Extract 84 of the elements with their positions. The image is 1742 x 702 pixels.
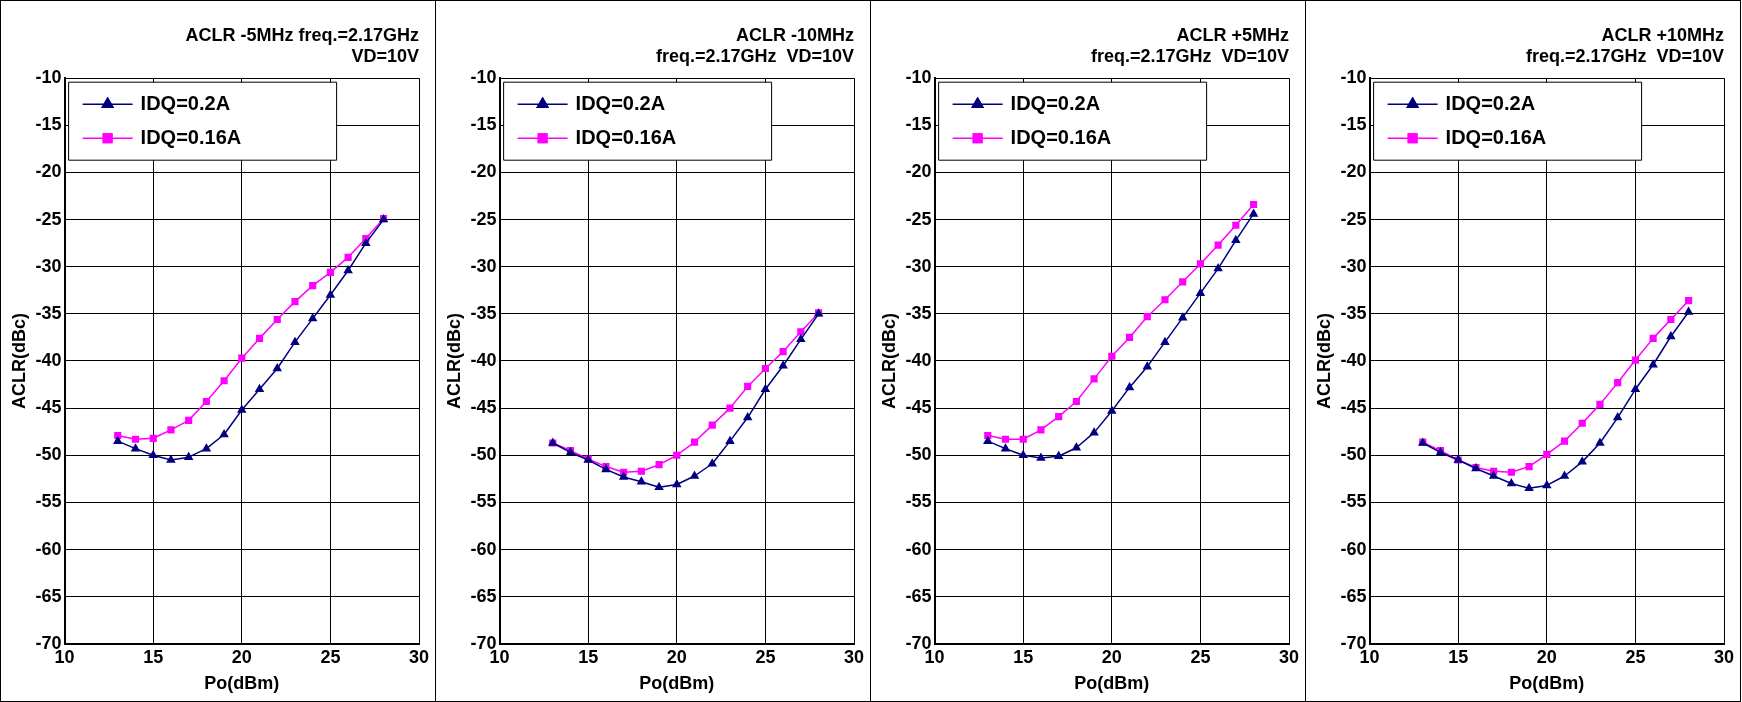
y-tick-label: -40: [470, 349, 497, 370]
y-tick-label: -30: [905, 255, 932, 276]
y-tick-label: -30: [1340, 255, 1367, 276]
y-tick-label: -20: [1340, 161, 1367, 182]
x-tick-label: 20: [231, 646, 252, 667]
y-tick-label: -55: [470, 491, 497, 512]
x-tick-label: 20: [1101, 646, 1122, 667]
y-tick-label: -10: [905, 67, 932, 88]
y-tick-label: -35: [905, 302, 932, 323]
y-tick-label: -40: [1340, 349, 1367, 370]
y-tick-label: -60: [470, 538, 497, 559]
y-tick-label: -15: [1340, 114, 1367, 135]
legend-label: IDQ=0.2A: [1445, 91, 1536, 114]
legend-label: IDQ=0.16A: [140, 125, 242, 148]
y-tick-label: -25: [1340, 208, 1367, 229]
y-tick-label: -20: [470, 161, 497, 182]
y-tick-label: -25: [905, 208, 932, 229]
legend-label: IDQ=0.2A: [140, 91, 231, 114]
x-tick-label: 30: [408, 646, 430, 667]
x-tick-label: 15: [143, 646, 164, 667]
x-tick-label: 30: [1278, 646, 1300, 667]
x-tick-label: 15: [1448, 646, 1469, 667]
y-tick-label: -50: [905, 444, 932, 465]
x-tick-label: 15: [1013, 646, 1034, 667]
x-tick-label: 25: [1625, 646, 1646, 667]
x-tick-label: 25: [320, 646, 341, 667]
y-tick-label: -35: [35, 302, 62, 323]
y-axis-title: ACLR(dBc): [8, 313, 29, 409]
y-tick-label: -50: [470, 444, 497, 465]
y-tick-label: -65: [35, 585, 62, 606]
y-tick-label: -60: [35, 538, 62, 559]
legend-label: IDQ=0.16A: [1010, 125, 1112, 148]
chart-title: ACLR -10MHz freq.=2.17GHz VD=10V: [655, 24, 854, 67]
y-tick-label: -50: [35, 444, 62, 465]
x-tick-label: 30: [843, 646, 865, 667]
y-tick-label: -35: [470, 302, 497, 323]
y-tick-label: -60: [1340, 538, 1367, 559]
y-tick-label: -20: [35, 161, 62, 182]
y-tick-label: -45: [470, 397, 497, 418]
y-axis-title: ACLR(dBc): [443, 313, 464, 409]
x-axis-title: Po(dBm): [1074, 673, 1150, 694]
y-axis-title: ACLR(dBc): [1313, 313, 1334, 409]
y-tick-label: -55: [35, 491, 62, 512]
y-tick-label: -25: [35, 208, 62, 229]
legend-label: IDQ=0.2A: [575, 91, 666, 114]
y-tick-label: -55: [905, 491, 932, 512]
legend-label: IDQ=0.16A: [575, 125, 677, 148]
x-tick-label: 25: [755, 646, 776, 667]
x-tick-label: 30: [1713, 646, 1735, 667]
y-axis-title: ACLR(dBc): [878, 313, 899, 409]
chart-title: ACLR -5MHz freq.=2.17GHz VD=10V: [185, 24, 419, 67]
chart-title: ACLR +5MHz freq.=2.17GHz VD=10V: [1090, 24, 1289, 67]
y-tick-label: -55: [1340, 491, 1367, 512]
y-tick-label: -10: [470, 67, 497, 88]
y-tick-label: -60: [905, 538, 932, 559]
y-tick-label: -65: [470, 585, 497, 606]
y-tick-label: -65: [905, 585, 932, 606]
y-tick-label: -15: [35, 114, 62, 135]
y-tick-label: -65: [1340, 585, 1367, 606]
y-tick-label: -45: [1340, 397, 1367, 418]
x-tick-label: 25: [1190, 646, 1211, 667]
chart-title: ACLR +10MHz freq.=2.17GHz VD=10V: [1525, 24, 1724, 67]
y-tick-label: -20: [905, 161, 932, 182]
y-tick-label: -45: [905, 397, 932, 418]
y-tick-label: -40: [905, 349, 932, 370]
x-axis-title: Po(dBm): [204, 673, 280, 694]
y-tick-label: -35: [1340, 302, 1367, 323]
y-tick-label: -40: [35, 349, 62, 370]
y-tick-label: -10: [35, 67, 62, 88]
y-tick-label: -15: [470, 114, 497, 135]
x-tick-label: 20: [666, 646, 687, 667]
y-tick-label: -50: [1340, 444, 1367, 465]
y-tick-label: -30: [470, 255, 497, 276]
x-tick-label: 15: [578, 646, 599, 667]
x-tick-label: 20: [1536, 646, 1557, 667]
y-tick-label: -45: [35, 397, 62, 418]
x-axis-title: Po(dBm): [639, 673, 715, 694]
x-axis-title: Po(dBm): [1509, 673, 1585, 694]
legend-label: IDQ=0.16A: [1445, 125, 1547, 148]
y-tick-label: -30: [35, 255, 62, 276]
legend-label: IDQ=0.2A: [1010, 91, 1101, 114]
y-tick-label: -25: [470, 208, 497, 229]
y-tick-label: -10: [1340, 67, 1367, 88]
y-tick-label: -15: [905, 114, 932, 135]
